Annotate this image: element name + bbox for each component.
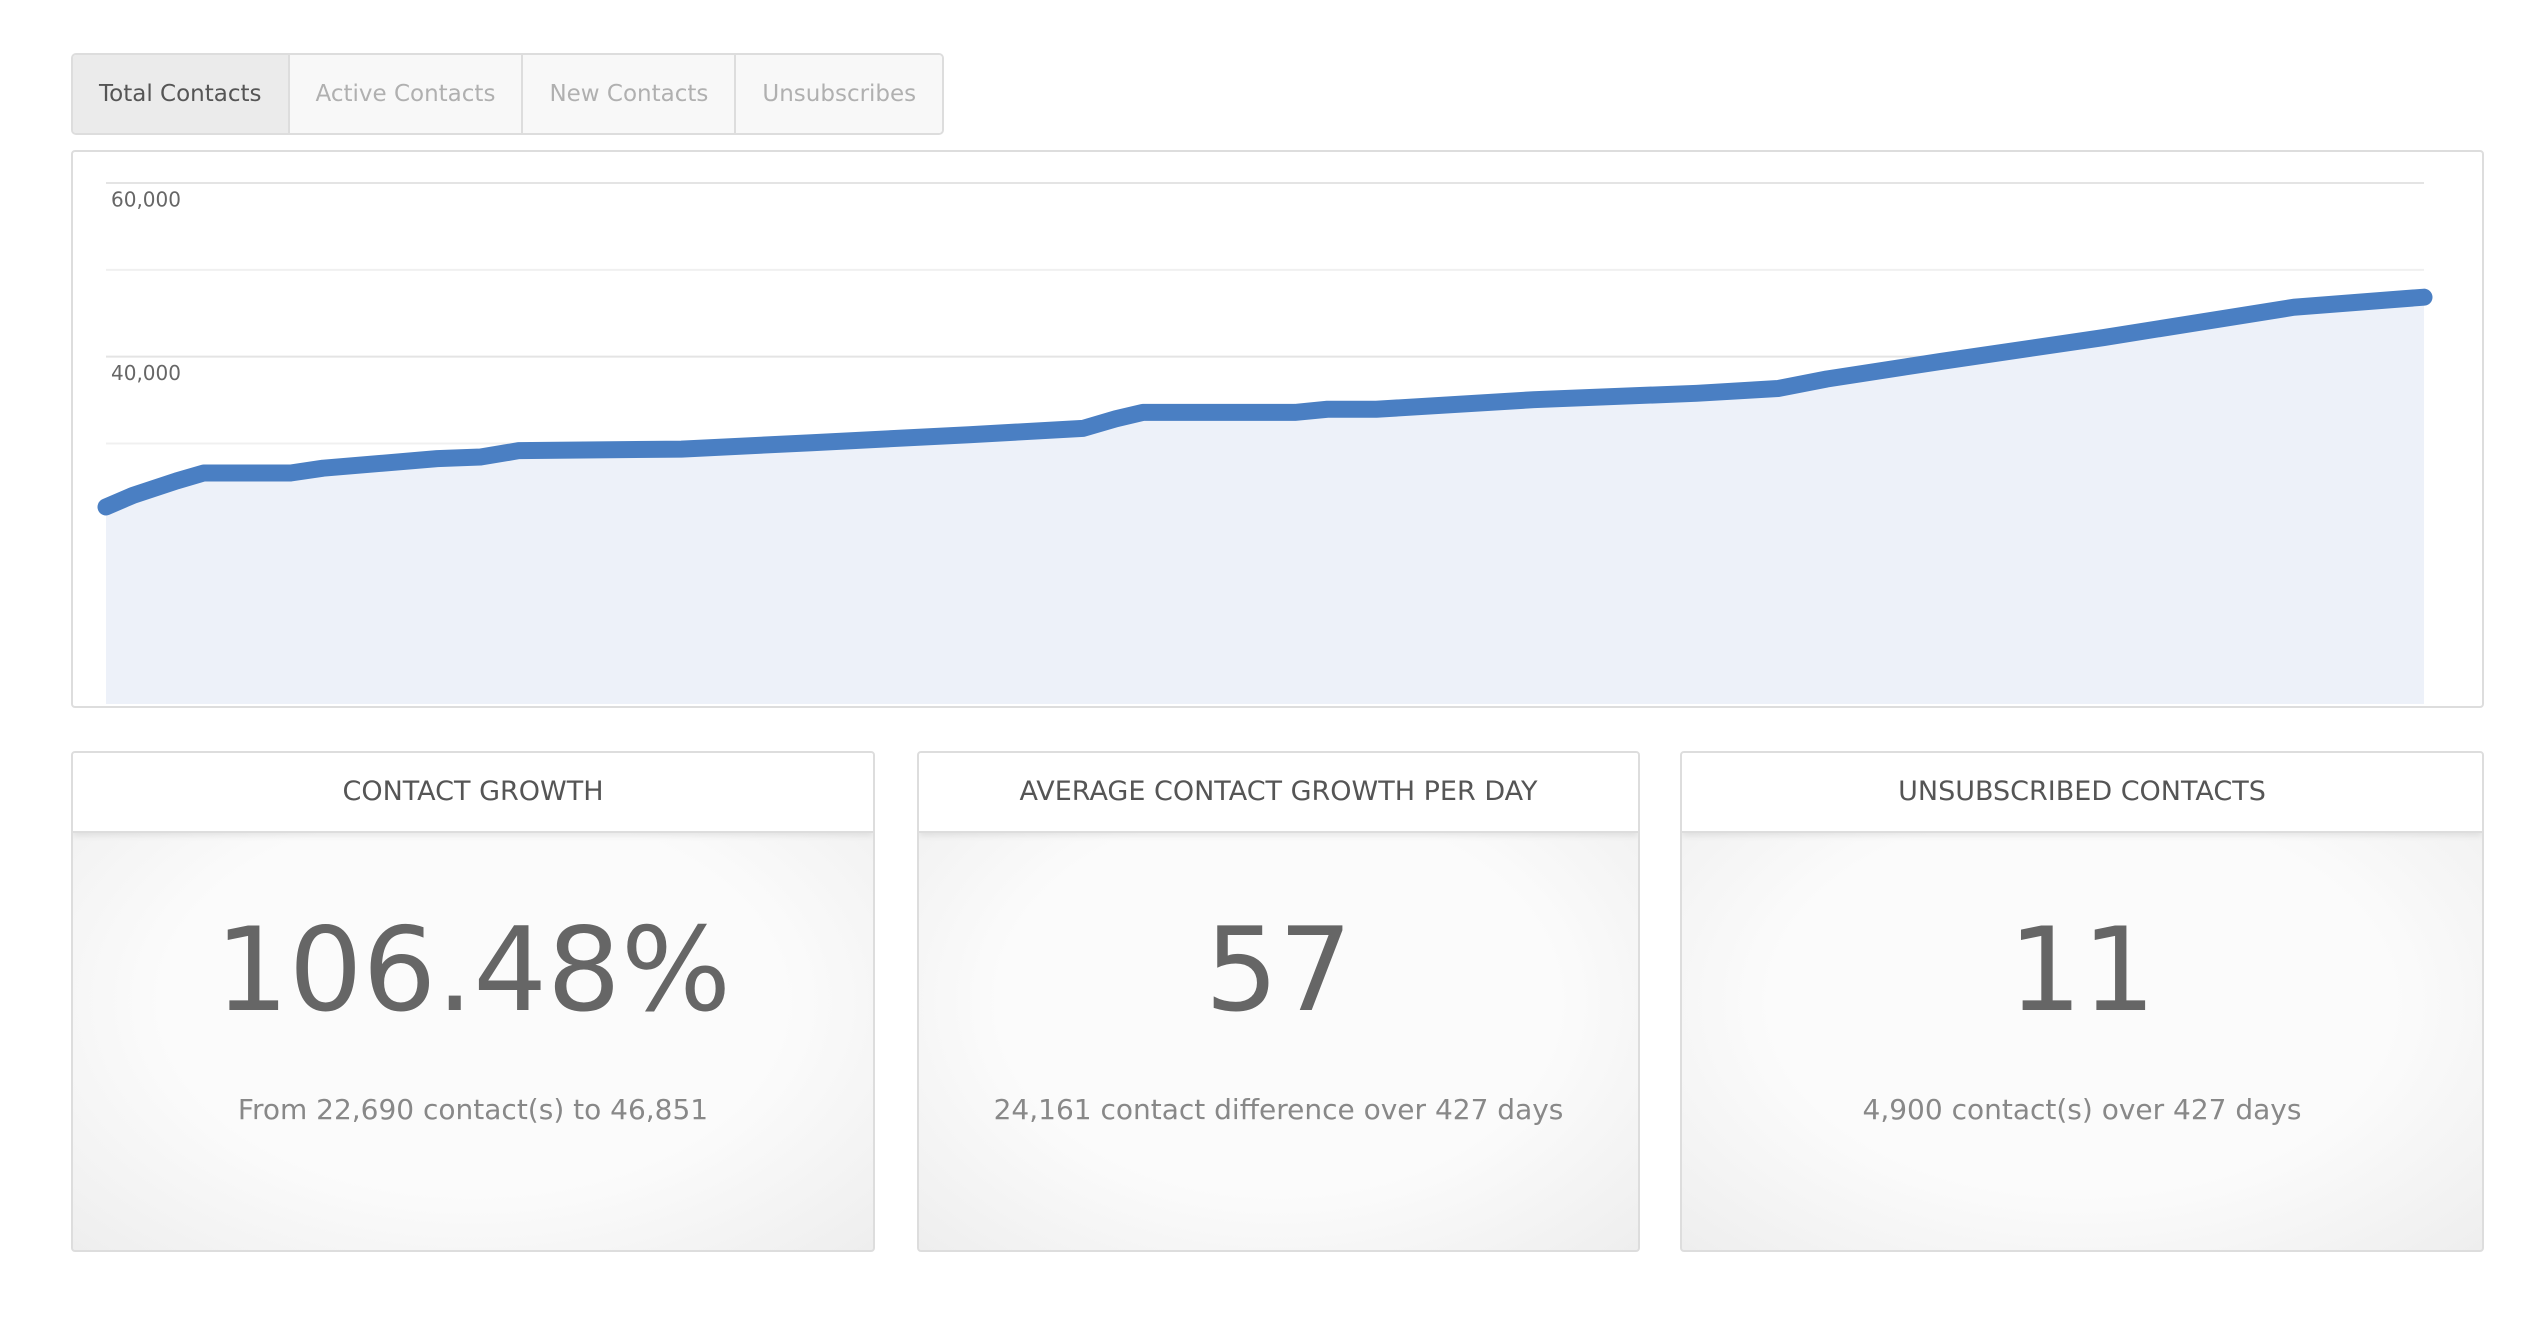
tab[interactable]: Active Contacts bbox=[289, 55, 524, 133]
card-value: 11 bbox=[2008, 903, 2156, 1038]
card-value: 57 bbox=[1204, 903, 1353, 1038]
y-tick-label: 40,000 bbox=[111, 361, 181, 385]
card-title: CONTACT GROWTH bbox=[73, 753, 873, 833]
tab[interactable]: New Contacts bbox=[523, 55, 737, 133]
card-detail: From 22,690 contact(s) to 46,851 bbox=[237, 1093, 709, 1126]
tab[interactable]: Total Contacts bbox=[73, 55, 290, 133]
card-title: UNSUBSCRIBED CONTACTS bbox=[1682, 753, 2482, 833]
tab[interactable]: Unsubscribes bbox=[736, 55, 943, 133]
stat-card: UNSUBSCRIBED CONTACTS 11 4,900 contact(s… bbox=[1680, 751, 2484, 1252]
line bbox=[97, 288, 2433, 516]
stat-card: AVERAGE CONTACT GROWTH PER DAY 57 24,161… bbox=[917, 751, 1640, 1252]
card-detail: 4,900 contact(s) over 427 days bbox=[1862, 1093, 2302, 1126]
card-title: AVERAGE CONTACT GROWTH PER DAY bbox=[919, 753, 1638, 833]
card-value: 106.48% bbox=[214, 903, 732, 1038]
card-detail: 24,161 contact difference over 427 days bbox=[993, 1093, 1564, 1126]
stat-card: CONTACT GROWTH 106.48% From 22,690 conta… bbox=[71, 751, 875, 1252]
tab-bar: Total Contacts Active Contacts New Conta… bbox=[71, 53, 945, 135]
y-tick-label: 60,000 bbox=[111, 188, 181, 212]
area bbox=[106, 297, 2424, 704]
